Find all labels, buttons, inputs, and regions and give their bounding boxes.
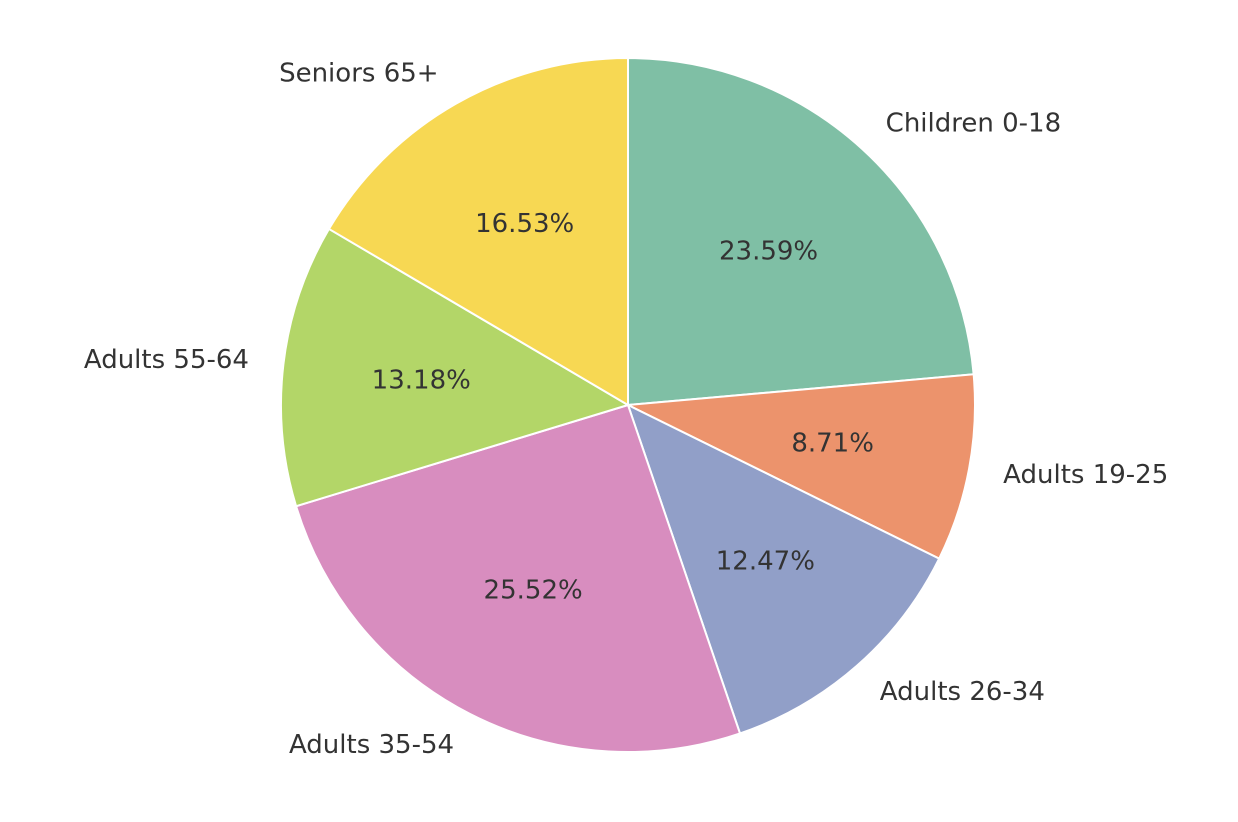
pie-slice-children-0-18	[627, 56, 975, 407]
pie-slice-seniors-65plus	[327, 56, 629, 407]
pct-label-adults-26-34: 12.47%	[716, 546, 815, 576]
pct-label-adults-35-54: 25.52%	[484, 575, 583, 605]
category-label-children-0-18: Children 0-18	[886, 108, 1061, 138]
pie-slice-adults-55-64	[280, 227, 631, 508]
pie-slice-adults-26-34	[626, 403, 941, 735]
pct-label-seniors-65plus: 16.53%	[475, 209, 574, 239]
pct-label-children-0-18: 23.59%	[719, 236, 818, 266]
pie-slices	[280, 56, 976, 753]
category-label-adults-55-64: Adults 55-64	[84, 345, 249, 375]
category-label-adults-35-54: Adults 35-54	[289, 730, 454, 760]
category-label-seniors-65plus: Seniors 65+	[279, 59, 438, 89]
pie-slice-adults-35-54	[294, 403, 742, 753]
category-label-adults-19-25: Adults 19-25	[1003, 460, 1168, 490]
pie-labels: 23.59% Children 0-18 8.71% Adults 19-25 12.4…	[84, 59, 1168, 760]
category-label-adults-26-34: Adults 26-34	[880, 677, 1045, 707]
pct-label-adults-19-25: 8.71%	[791, 428, 874, 458]
pct-label-adults-55-64: 13.18%	[372, 365, 471, 395]
pie-slice-adults-19-25	[624, 373, 976, 560]
